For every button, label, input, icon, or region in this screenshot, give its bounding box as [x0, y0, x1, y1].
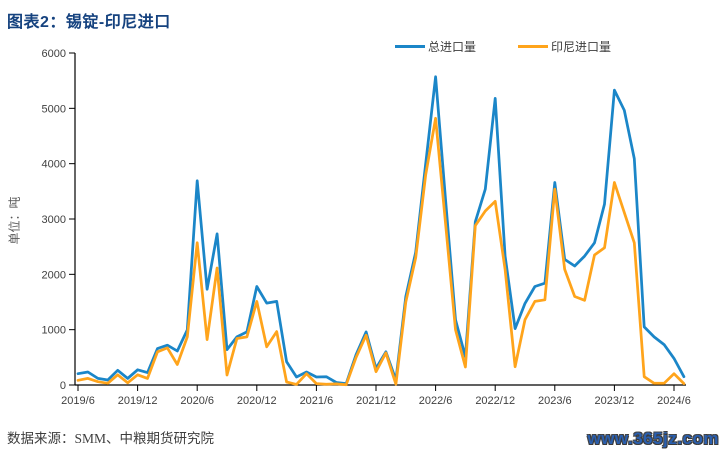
x-tick-label: 2021/6 — [300, 395, 334, 407]
chart-title: 图表2：锡锭-印尼进口 — [7, 14, 171, 31]
site-watermark[interactable]: www.365jz.com — [587, 429, 719, 448]
indonesia-imports-line — [76, 116, 686, 387]
y-tick-label: 5000 — [42, 103, 66, 115]
y-tick-label: 2000 — [42, 269, 66, 281]
x-tick-label: 2023/12 — [595, 395, 635, 407]
y-tick-label: 0 — [60, 380, 66, 392]
x-tick-label: 2019/6 — [61, 395, 95, 407]
y-tick-label: 1000 — [42, 325, 66, 337]
x-tick-label: 2020/6 — [180, 395, 214, 407]
legend-label-total: 总进口量 — [428, 39, 477, 54]
legend-item-total[interactable]: 总进口量 — [395, 39, 477, 54]
y-tick-label: 6000 — [42, 48, 66, 60]
plot-area — [75, 53, 686, 385]
x-tick-label: 2021/12 — [356, 395, 396, 407]
x-tick-label: 2023/6 — [538, 395, 572, 407]
legend-line-total-icon — [395, 44, 425, 48]
x-tick-label: 2020/12 — [237, 395, 277, 407]
x-tick-label: 2024/6 — [657, 395, 691, 407]
x-tick-label: 2022/6 — [419, 395, 453, 407]
x-tick-label: 2019/12 — [118, 395, 158, 407]
data-source: 数据来源：SMM、中粮期货研究院 — [7, 431, 215, 446]
y-tick-label: 4000 — [42, 159, 66, 171]
legend-item-indonesia[interactable]: 印尼进口量 — [518, 39, 612, 54]
y-tick-label: 3000 — [42, 214, 66, 226]
legend-line-indonesia-icon — [518, 44, 548, 48]
legend-label-indonesia: 印尼进口量 — [551, 39, 612, 54]
x-tick-label: 2022/12 — [475, 395, 515, 407]
